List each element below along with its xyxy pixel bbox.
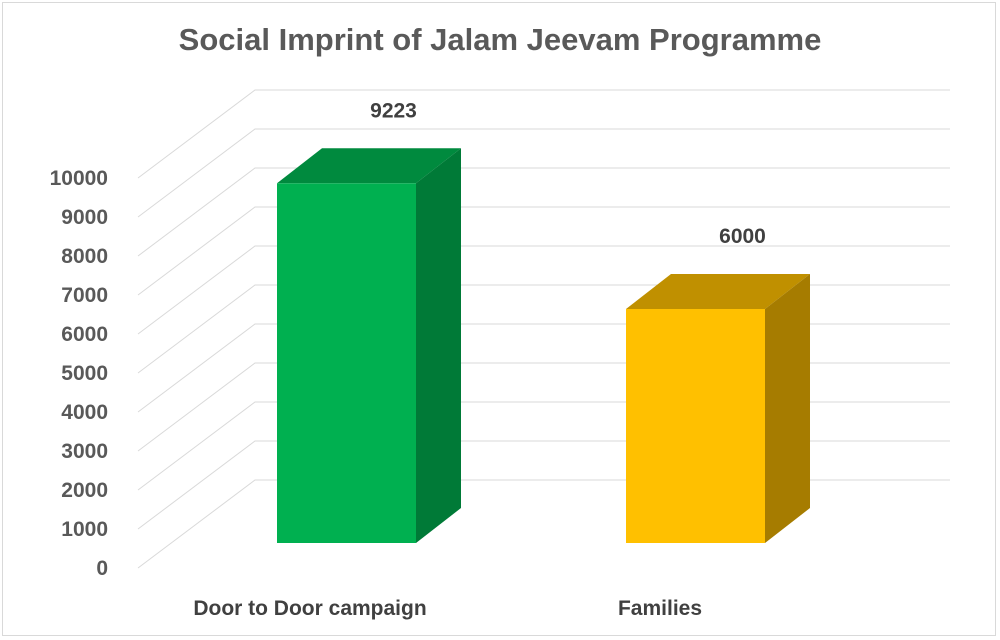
bar-top-face <box>277 148 461 184</box>
y-tick-label: 9000 <box>61 206 108 229</box>
y-tick-label: 8000 <box>61 245 108 268</box>
y-tick-label: 4000 <box>61 401 108 424</box>
y-tick-label: 3000 <box>61 440 108 463</box>
gridline <box>137 89 950 179</box>
y-axis-ticks: 0 1000 2000 3000 4000 5000 6000 7000 8000 9000 100… <box>50 167 108 580</box>
x-category-label: Door to Door campaign <box>193 597 426 620</box>
data-label: 6000 <box>719 225 766 248</box>
data-labels: 9223 6000 <box>370 99 766 248</box>
bar-top-face <box>626 274 810 309</box>
y-tick-label: 6000 <box>61 323 108 346</box>
gridline <box>137 479 950 569</box>
y-tick-label: 1000 <box>61 518 108 541</box>
y-tick-label: 2000 <box>61 479 108 502</box>
gridline <box>137 245 950 335</box>
y-tick-label: 5000 <box>61 362 108 385</box>
bar-front-face <box>277 183 416 544</box>
gridlines <box>137 89 950 569</box>
gridline <box>137 323 950 413</box>
x-axis-labels: Door to Door campaign Families <box>193 597 702 620</box>
gridline <box>137 284 950 374</box>
gridline <box>137 401 950 491</box>
chart-title: Social Imprint of Jalam Jeevam Programme <box>179 22 822 57</box>
gridline <box>137 362 950 452</box>
gridline <box>137 206 950 296</box>
bar-front-face <box>626 309 765 543</box>
x-category-label: Families <box>618 597 702 620</box>
gridline <box>137 440 950 530</box>
bar-1 <box>277 148 461 544</box>
gridline <box>137 167 950 257</box>
y-tick-label: 10000 <box>50 167 108 190</box>
bars <box>277 148 810 544</box>
data-label: 9223 <box>370 99 417 122</box>
gridline <box>137 128 950 218</box>
y-tick-label: 7000 <box>61 284 108 307</box>
y-tick-label: 0 <box>96 557 108 580</box>
bar-2 <box>626 274 810 543</box>
bar-side-face <box>416 148 461 544</box>
bar-side-face <box>765 274 810 543</box>
